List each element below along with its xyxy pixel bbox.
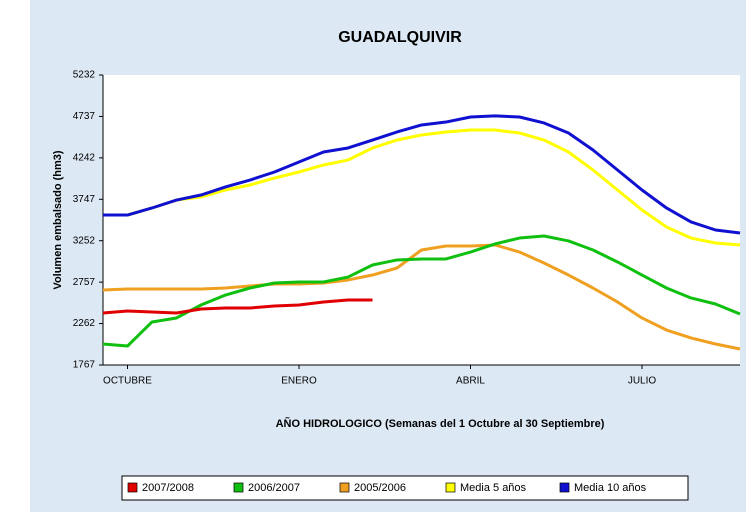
- y-tick-label: 1767: [73, 360, 96, 371]
- plot-area: [103, 75, 740, 365]
- y-tick-label: 4242: [73, 152, 96, 163]
- series-line: [102, 298, 373, 315]
- y-tick-label: 3747: [73, 194, 96, 205]
- legend: [121, 475, 689, 501]
- x-axis-title: AÑO HIDROLOGICO (Semanas del 1 Octubre a…: [276, 417, 605, 430]
- legend-label: Media 10 años: [574, 482, 647, 494]
- legend-swatch: [127, 482, 138, 493]
- x-tick-label: ENERO: [281, 376, 317, 387]
- legend-label: 2007/2008: [142, 482, 194, 494]
- y-tick-label: 4737: [73, 111, 96, 122]
- y-tick-label: 2262: [73, 318, 96, 329]
- series-line: [102, 243, 741, 351]
- x-tick-label: OCTUBRE: [103, 376, 152, 387]
- legend-swatch: [445, 482, 456, 493]
- chart-title: GUADALQUIVIR: [338, 29, 462, 46]
- x-tick-label: JULIO: [628, 376, 657, 387]
- series-line: [103, 114, 741, 235]
- legend-label: 2006/2007: [248, 482, 300, 494]
- y-tick-label: 3252: [73, 235, 96, 246]
- legend-swatch: [559, 482, 570, 493]
- legend-label: 2005/2006: [354, 482, 406, 494]
- y-tick-label: 2757: [73, 277, 96, 288]
- series-line: [102, 234, 741, 348]
- legend-swatch: [339, 482, 350, 493]
- x-tick-label: ABRIL: [456, 376, 485, 387]
- series-line: [103, 128, 741, 247]
- legend-label: Media 5 años: [460, 482, 527, 494]
- y-axis-title: Volumen embalsado (hm3): [52, 150, 64, 289]
- y-tick-label: 5232: [73, 70, 96, 81]
- legend-swatch: [233, 482, 244, 493]
